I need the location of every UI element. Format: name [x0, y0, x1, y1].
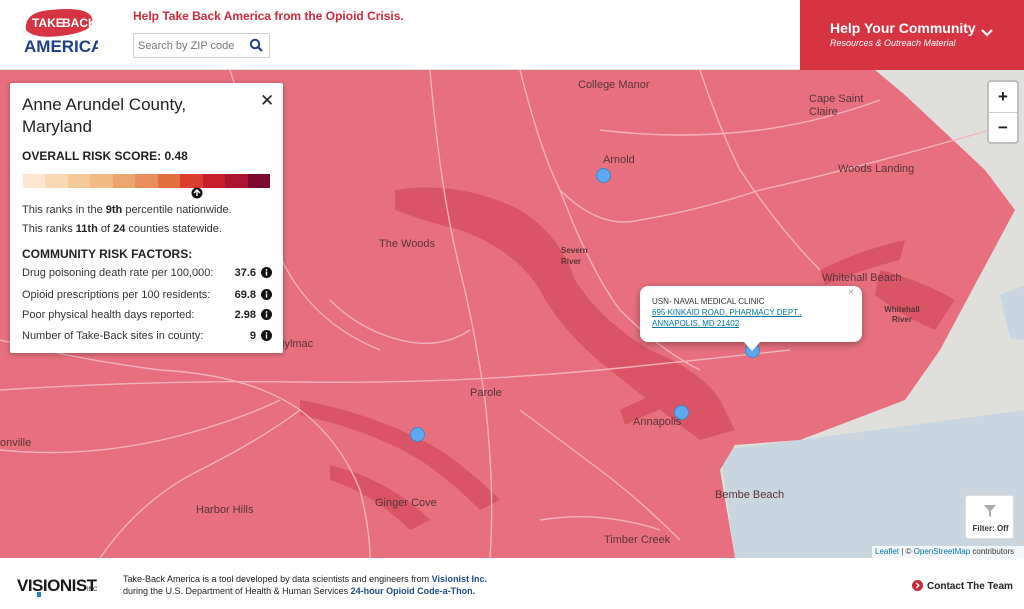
risk-scale-step	[45, 174, 68, 188]
risk-scale-step	[202, 174, 226, 188]
risk-scale-step	[180, 174, 203, 188]
info-icon[interactable]	[261, 289, 272, 300]
risk-factor-label: Drug poisoning death rate per 100,000:	[22, 267, 214, 279]
site-address-line1[interactable]: 695 KINKAID ROAD, PHARMACY DEPT.,	[652, 308, 802, 317]
place-annapolis: Annapolis	[633, 416, 682, 428]
site-name: USN- NAVAL MEDICAL CLINIC	[652, 297, 765, 306]
help-subtitle: Resources & Outreach Material	[830, 38, 956, 48]
svg-text:BACK: BACK	[62, 16, 97, 30]
contact-team-link[interactable]: Contact The Team	[912, 580, 1013, 592]
place-arnold: Arnold	[603, 154, 635, 166]
place-college-manor: College Manor	[578, 79, 650, 91]
score-pointer-icon	[191, 187, 203, 199]
popup-tip	[743, 341, 761, 351]
visionist-logo[interactable]: VISIONIST INC	[17, 572, 101, 598]
map-attribution: Leaflet | © OpenStreetMap contributors	[872, 546, 1024, 558]
zoom-control: + −	[987, 80, 1019, 144]
take-back-america-logo[interactable]: TAKE BACK AMERICA	[20, 6, 98, 60]
place-harbor-hills: Harbor Hills	[196, 504, 254, 516]
osm-link[interactable]: OpenStreetMap	[913, 547, 971, 556]
leaflet-link[interactable]: Leaflet	[875, 547, 900, 556]
place-parole: Parole	[470, 387, 502, 399]
risk-factor-value: 69.8	[234, 289, 256, 301]
risk-scale-step	[90, 174, 113, 188]
help-title: Help Your Community	[830, 20, 976, 36]
svg-text:AMERICA: AMERICA	[24, 37, 98, 56]
place-whitehall-beach: Whitehall Beach	[822, 272, 902, 284]
risk-scale-step	[157, 174, 181, 188]
close-popup-button[interactable]: ×	[848, 287, 854, 298]
zip-search-box	[133, 33, 270, 58]
risk-factor-label: Opioid prescriptions per 100 residents:	[22, 289, 211, 301]
risk-scale-step	[135, 174, 158, 188]
risk-factor-value: 37.6	[234, 267, 256, 279]
search-icon[interactable]	[249, 38, 263, 52]
zip-search-input[interactable]	[134, 34, 246, 57]
takeback-site-marker[interactable]	[674, 405, 689, 420]
state-rank: This ranks 11th of 24 counties statewide…	[22, 223, 222, 235]
risk-color-scale	[23, 174, 270, 188]
place-bembe-beach: Bembe Beach	[715, 489, 785, 501]
filter-icon	[984, 505, 996, 517]
tagline: Help Take Back America from the Opioid C…	[133, 9, 404, 23]
place-severn-river: Severn River	[561, 246, 588, 266]
county-name: Anne Arundel County, Maryland	[22, 95, 187, 136]
place-whitehall-river: Whitehall River	[884, 305, 920, 324]
risk-scale-step	[247, 174, 270, 188]
filter-label: Filter: Off	[972, 524, 1009, 533]
info-icon[interactable]	[261, 330, 272, 341]
zoom-out-button[interactable]: −	[989, 112, 1017, 142]
place-ginger-cove: Ginger Cove	[375, 497, 437, 509]
help-your-community-menu[interactable]: Help Your Community Resources & Outreach…	[800, 0, 1024, 70]
codeathon-link[interactable]: 24-hour Opioid Code-a-Thon.	[350, 586, 476, 596]
visionist-link[interactable]: Visionist Inc.	[431, 574, 488, 584]
arrow-circle-right-icon	[912, 580, 923, 591]
place-timber-creek: Timber Creek	[604, 534, 671, 546]
attribution-separator: | ©	[899, 547, 914, 556]
risk-factor-label: Poor physical health days reported:	[22, 309, 195, 321]
risk-factor-value: 2.98	[234, 309, 256, 321]
risk-factors-title: COMMUNITY RISK FACTORS:	[22, 247, 193, 261]
takeback-site-marker[interactable]	[410, 427, 425, 442]
place-onville: onville	[0, 437, 32, 449]
svg-text:INC: INC	[87, 587, 98, 593]
info-icon[interactable]	[261, 267, 272, 278]
filter-button[interactable]: Filter: Off	[965, 495, 1014, 539]
risk-scale-step	[112, 174, 136, 188]
place-cape-saint-claire: Cape Saint Claire	[809, 93, 864, 118]
site-header: TAKE BACK AMERICA Help Take Back America…	[0, 0, 1024, 70]
zoom-in-button[interactable]: +	[998, 87, 1008, 106]
risk-scale-step	[225, 174, 248, 188]
risk-factor-label: Number of Take-Back sites in county:	[22, 330, 204, 342]
place-the-woods: The Woods	[379, 238, 436, 250]
info-icon[interactable]	[261, 309, 272, 320]
footer-credits: Take-Back America is a tool developed by…	[123, 574, 488, 596]
svg-text:VISIONIST: VISIONIST	[17, 576, 98, 595]
risk-scale-step	[23, 174, 46, 188]
county-info-panel: Anne Arundel County, Maryland ✕ OVERALL …	[10, 83, 283, 353]
svg-text:TAKE: TAKE	[32, 16, 64, 30]
chevron-down-icon	[981, 29, 993, 37]
place-woods-landing: Woods Landing	[838, 163, 915, 175]
risk-factor-value: 9	[249, 330, 256, 342]
site-address-line2[interactable]: ANNAPOLIS, MD 21402	[652, 319, 740, 328]
close-panel-button[interactable]: ✕	[260, 91, 275, 110]
place-iylmac: iylmac	[282, 338, 314, 350]
overall-risk-score: OVERALL RISK SCORE: 0.48	[22, 149, 188, 163]
takeback-site-marker[interactable]	[596, 168, 611, 183]
attribution-tail: contributors	[970, 547, 1015, 556]
national-rank: This ranks in the 9th percentile nationw…	[22, 204, 232, 216]
site-popup: × USN- NAVAL MEDICAL CLINIC 695 KINKAID …	[640, 286, 862, 351]
risk-scale-step	[67, 174, 91, 188]
site-footer: VISIONIST INC Take-Back America is a too…	[0, 558, 1024, 609]
